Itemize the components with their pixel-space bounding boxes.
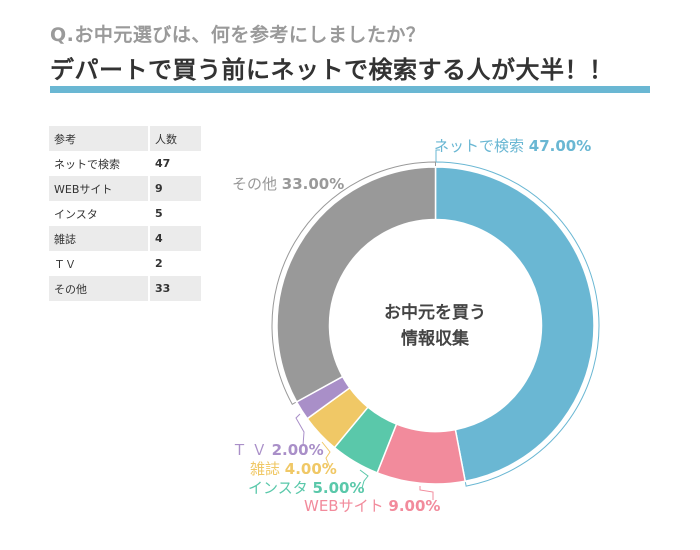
slice-label-name: ネットで検索 [434, 137, 525, 155]
slice-label-other: その他 33.00% [232, 173, 344, 194]
row-value: 2 [149, 251, 203, 276]
slice-label-instagram: インスタ 5.00% [248, 477, 365, 498]
accent-divider [50, 86, 650, 93]
donut-slices [276, 166, 595, 485]
row-value: 5 [149, 201, 203, 226]
table-row: 雑誌 4 [49, 226, 203, 251]
row-label: インスタ [49, 201, 150, 226]
column-header-count: 人数 [149, 126, 203, 151]
row-label: WEBサイト [49, 176, 150, 201]
slice-label-pct: 33.00% [281, 175, 345, 193]
slice-label-net-search: ネットで検索 47.00% [434, 135, 591, 156]
row-label: ＴＶ [49, 251, 150, 276]
column-header-source: 参考 [49, 126, 150, 151]
table-row: ＴＶ 2 [49, 251, 203, 276]
center-label-line2: 情報収集 [401, 329, 469, 349]
row-value: 33 [149, 276, 203, 301]
slice-label-magazine: 雑誌 4.00% [250, 458, 337, 479]
donut-slice [434, 166, 595, 483]
slice-label-name: Ｔ Ｖ [232, 441, 267, 459]
slice-label-name: その他 [232, 175, 278, 193]
slice-label-name: WEBサイト [304, 497, 384, 515]
data-table: 参考 人数 ネットで検索 47 WEBサイト 9 インスタ 5 雑誌 4 ＴＶ … [49, 126, 203, 301]
table-row: ネットで検索 47 [49, 151, 203, 176]
headline: デパートで買う前にネットで検索する人が大半！！ [50, 56, 614, 84]
question-title: Q.お中元選びは、何を参考にしましたか？ [50, 24, 426, 46]
slice-label-name: インスタ [248, 479, 308, 497]
leader-lines [271, 149, 600, 500]
slice-label-name: 雑誌 [250, 460, 281, 478]
row-label: 雑誌 [49, 226, 150, 251]
slice-label-web-site: WEBサイト 9.00% [304, 495, 440, 516]
slice-label-tv: Ｔ Ｖ 2.00% [232, 439, 324, 460]
table-row: その他 33 [49, 276, 203, 301]
leader-line [419, 486, 434, 500]
table-row: インスタ 5 [49, 201, 203, 226]
table-header-row: 参考 人数 [49, 126, 203, 151]
donut-slice [276, 166, 437, 403]
row-value: 9 [149, 176, 203, 201]
leader-line [435, 149, 600, 487]
row-value: 4 [149, 226, 203, 251]
donut-center-label: お中元を買う 情報収集 [355, 300, 515, 352]
slice-label-pct: 9.00% [388, 497, 441, 515]
slice-label-pct: 2.00% [271, 441, 324, 459]
leader-line [359, 469, 369, 489]
leader-line [271, 161, 436, 405]
table-row: WEBサイト 9 [49, 176, 203, 201]
center-label-line1: お中元を買う [384, 303, 486, 323]
slice-label-pct: 47.00% [528, 137, 592, 155]
row-label: その他 [49, 276, 150, 301]
slice-label-pct: 4.00% [284, 460, 337, 478]
leader-line [321, 441, 331, 469]
leader-line [295, 413, 305, 447]
row-label: ネットで検索 [49, 151, 150, 176]
row-value: 47 [149, 151, 203, 176]
slice-label-pct: 5.00% [312, 479, 365, 497]
